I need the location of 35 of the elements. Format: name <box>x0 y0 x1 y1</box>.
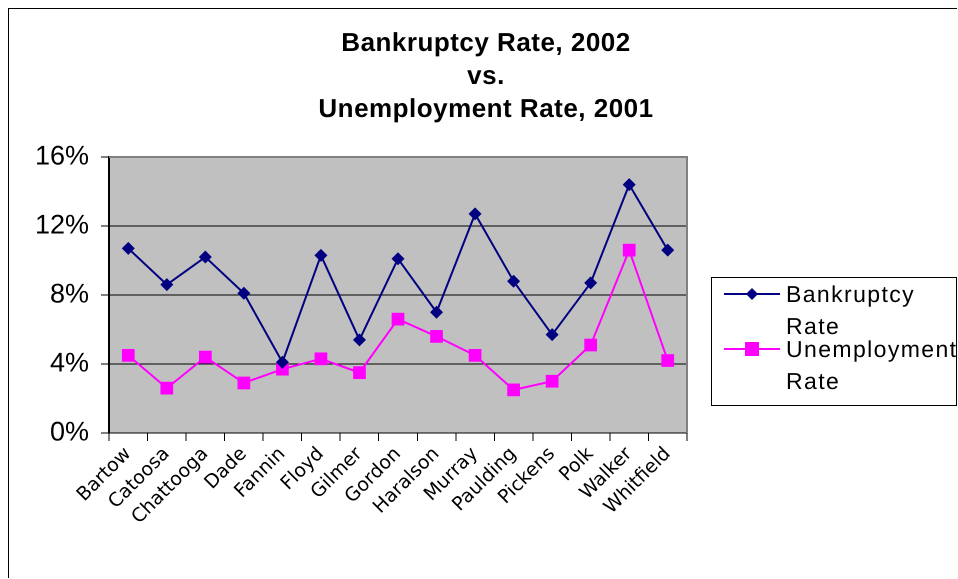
chart-title: Bankruptcy Rate, 2002 vs. Unemployment Rate, 2001 <box>317 26 655 125</box>
point <box>622 244 636 257</box>
y-tick-label: 12% <box>34 209 89 240</box>
point <box>661 244 674 257</box>
point <box>661 354 674 367</box>
point <box>237 286 250 300</box>
y-tick-label: 4% <box>50 347 89 378</box>
point <box>314 248 328 262</box>
point <box>160 382 174 395</box>
y-tick-label: 0% <box>50 416 89 446</box>
y-tick-label: 16% <box>34 140 89 170</box>
point <box>198 250 212 264</box>
point <box>392 252 404 266</box>
point <box>198 350 212 364</box>
point <box>122 349 135 362</box>
point <box>546 328 559 342</box>
point <box>276 356 289 369</box>
point <box>353 366 366 379</box>
point <box>314 352 328 366</box>
point <box>584 338 598 352</box>
y-tick-label: 8% <box>50 278 89 308</box>
point <box>622 178 636 192</box>
point <box>584 276 598 290</box>
point <box>238 376 250 390</box>
point <box>430 306 444 319</box>
point <box>392 312 404 326</box>
point <box>468 349 482 362</box>
point <box>160 278 174 292</box>
point <box>546 374 558 388</box>
point <box>507 384 520 396</box>
point <box>507 274 520 288</box>
point <box>430 330 443 343</box>
point <box>468 207 482 220</box>
point <box>122 242 135 255</box>
point <box>352 333 366 346</box>
